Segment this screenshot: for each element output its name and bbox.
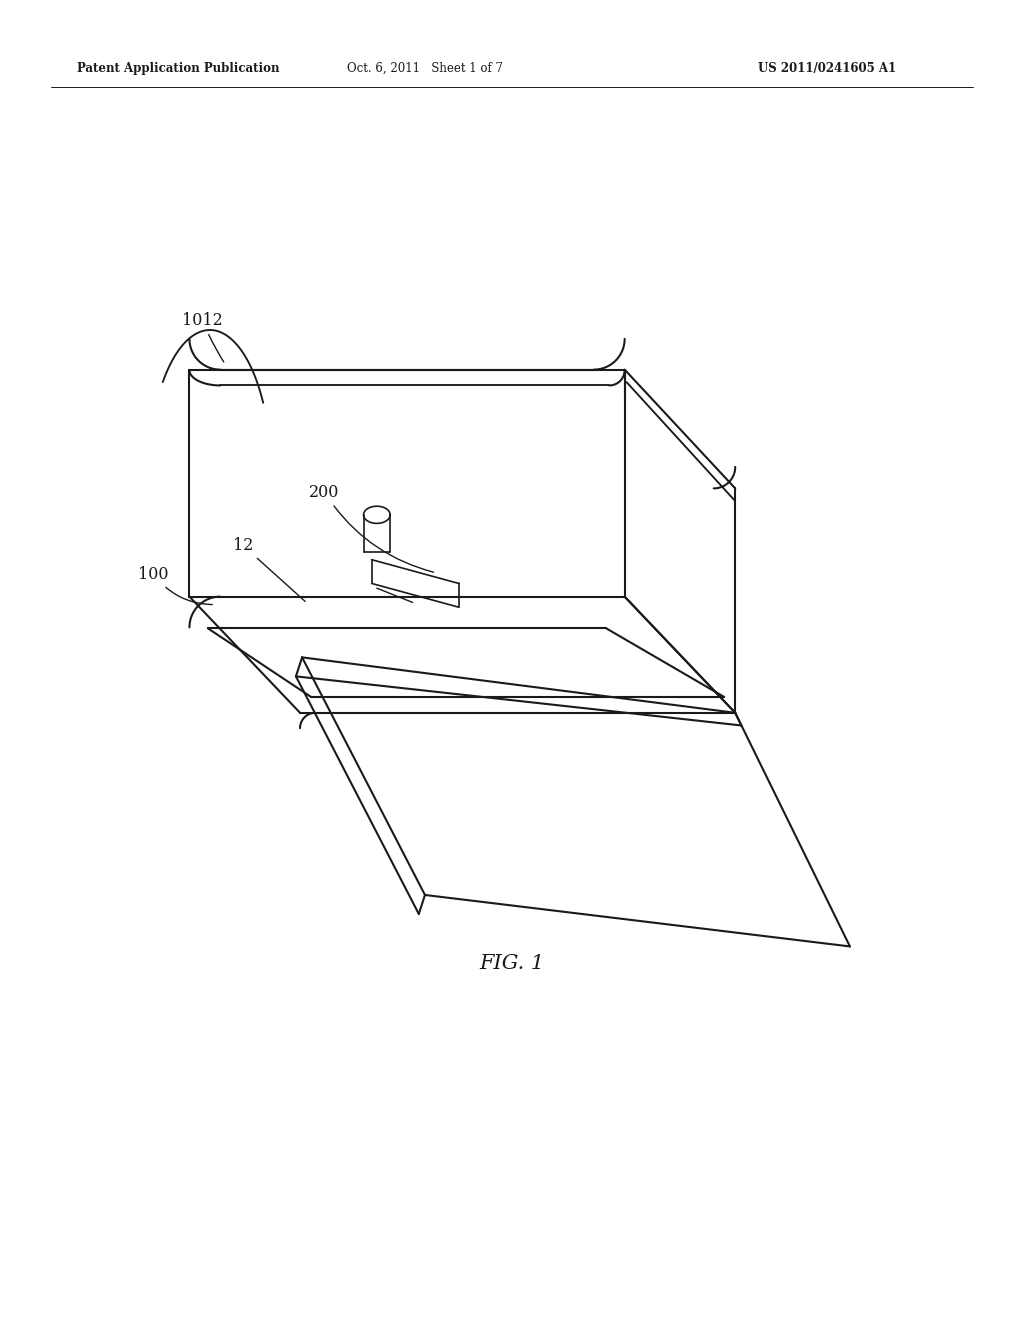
Text: US 2011/0241605 A1: US 2011/0241605 A1 (758, 62, 896, 75)
Text: FIG. 1: FIG. 1 (479, 954, 545, 973)
Text: 100: 100 (138, 566, 212, 605)
Text: 200: 200 (309, 484, 433, 572)
Text: Oct. 6, 2011   Sheet 1 of 7: Oct. 6, 2011 Sheet 1 of 7 (347, 62, 503, 75)
Text: 12: 12 (232, 537, 305, 602)
Text: 1012: 1012 (182, 313, 224, 362)
Text: Patent Application Publication: Patent Application Publication (77, 62, 280, 75)
